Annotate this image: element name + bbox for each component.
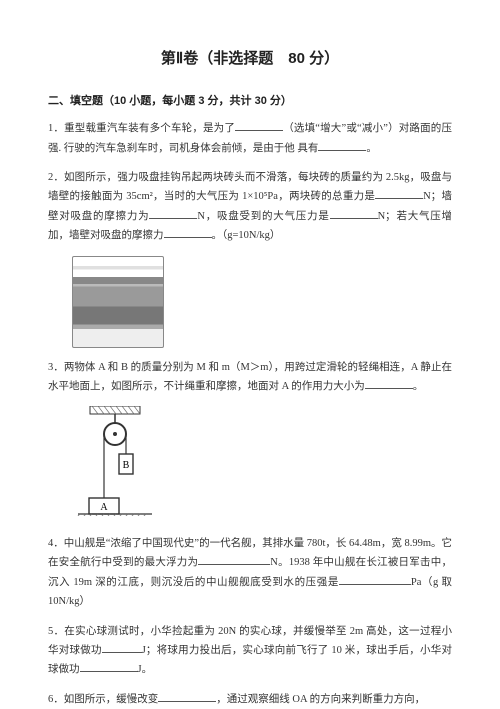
blank	[235, 120, 283, 132]
figure-pulley: B A	[72, 406, 452, 523]
question-6: 6．如图所示，缓慢改变 ，通过观察细线 OA 的方向来判断重力方向，	[48, 690, 452, 709]
question-4: 4．中山舰是“浓缩了中国现代史”的一代名舰，其排水量 780t，长 64.48m…	[48, 534, 452, 612]
question-3: 3．两物体 A 和 B 的质量分别为 M 和 m（M＞m），用跨过定滑轮的轻绳相…	[48, 358, 452, 397]
blank	[330, 207, 378, 219]
blank	[102, 642, 142, 654]
pulley-icon: B A	[72, 406, 158, 516]
q1-text-c: 。	[366, 143, 377, 154]
q5-text-c: J。	[138, 664, 153, 675]
label-b: B	[123, 460, 130, 471]
q6-text-a: 6．如图所示，缓慢改变	[48, 694, 158, 705]
blank	[149, 207, 197, 219]
bricks-icon	[72, 256, 164, 348]
blank	[164, 227, 212, 239]
blank	[80, 661, 138, 673]
q2-text-e: 。（g=10N/kg）	[212, 230, 281, 241]
question-2: 2．如图所示，强力吸盘挂钩吊起两块砖头而不滑落，每块砖的质量约为 2.5kg，吸…	[48, 168, 452, 246]
blank	[365, 378, 413, 390]
q1-text-a: 1．重型载重汽车装有多个车轮，是为了	[48, 123, 235, 134]
blank	[198, 554, 270, 566]
blank	[375, 188, 423, 200]
figure-bricks	[72, 256, 452, 348]
blank	[339, 573, 411, 585]
q2-text-c: N，吸盘受到的大气压力是	[197, 211, 329, 222]
blank	[318, 139, 366, 151]
question-1: 1．重型载重汽车装有多个车轮，是为了（选填“增大”或“减小”）对路面的压强. 行…	[48, 119, 452, 158]
q6-text-b: ，通过观察细线 OA 的方向来判断重力方向，	[216, 694, 425, 705]
question-5: 5．在实心球测试时，小华捡起重为 20N 的实心球，并缓慢举至 2m 高处，这一…	[48, 622, 452, 680]
blank	[158, 690, 216, 702]
q3-text-b: 。	[413, 381, 424, 392]
paper-title: 第Ⅱ卷（非选择题 80 分）	[48, 45, 452, 73]
label-a: A	[100, 502, 108, 513]
section-heading: 二、填空题（10 小题，每小题 3 分，共计 30 分）	[48, 91, 452, 111]
